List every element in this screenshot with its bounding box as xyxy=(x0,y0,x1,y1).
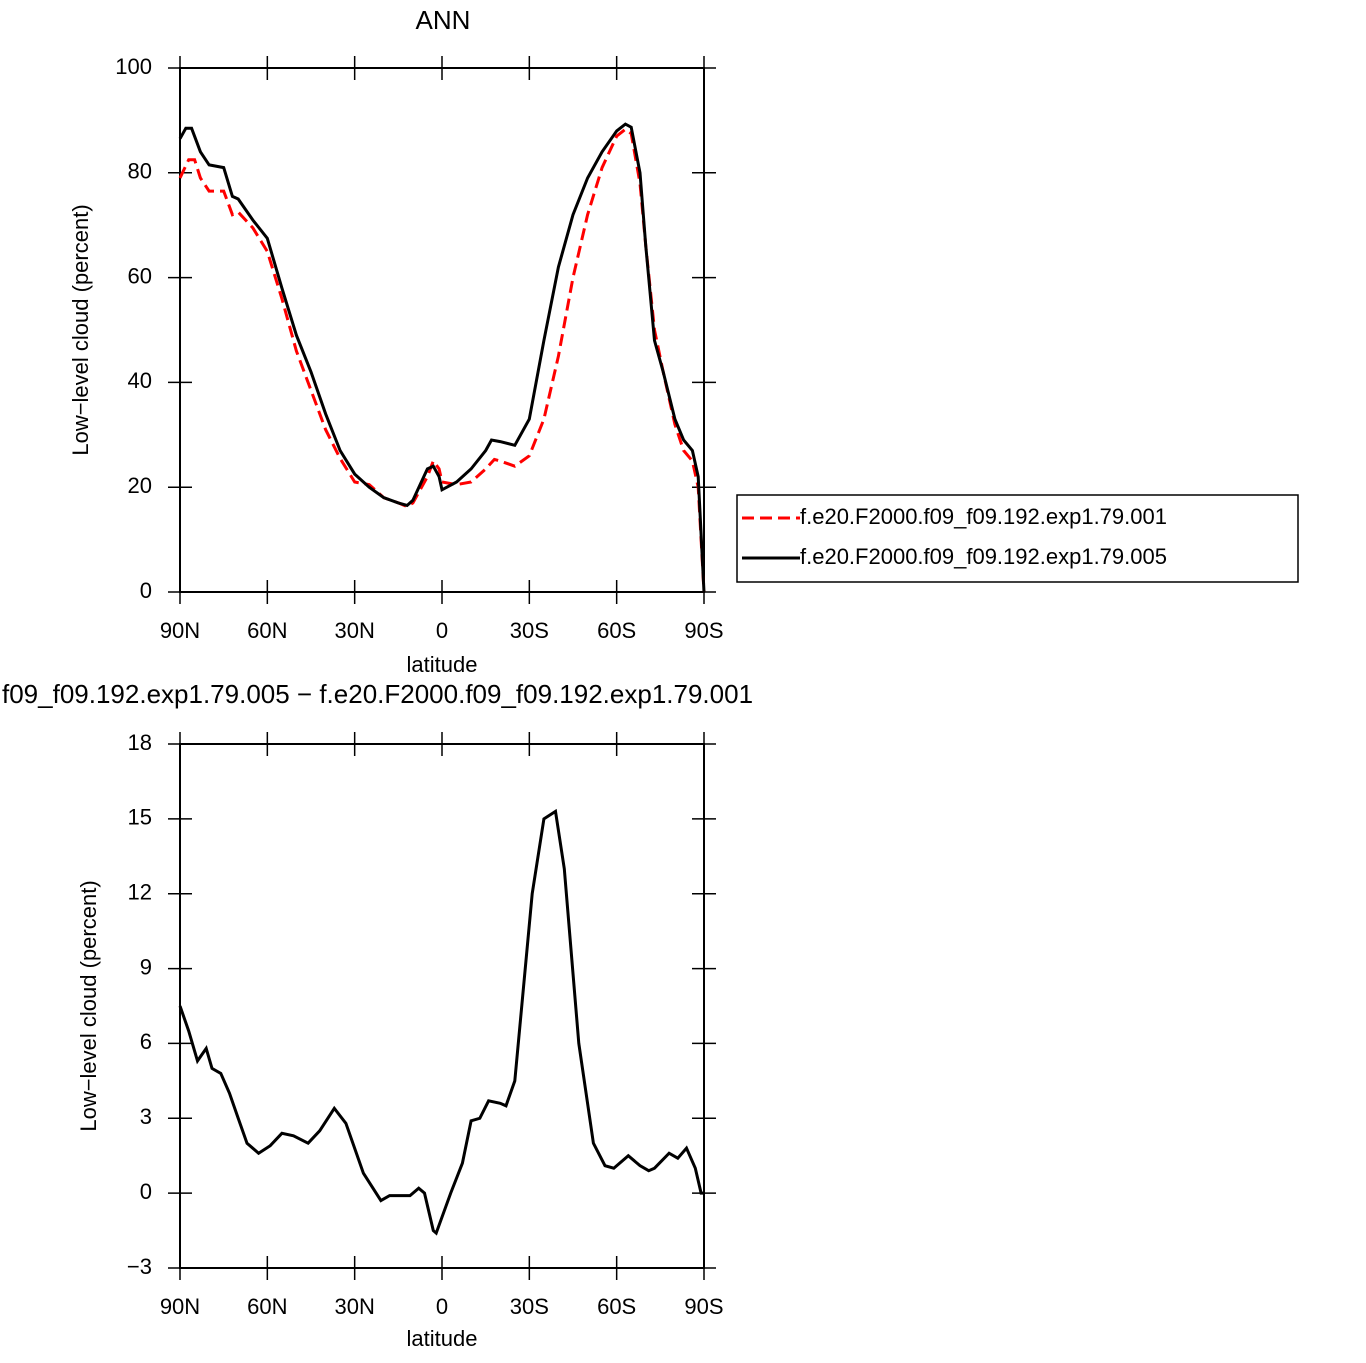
line-series xyxy=(178,808,704,1236)
chart-title: ANN xyxy=(416,5,471,35)
x-tick-label: 90N xyxy=(160,1294,200,1319)
x-tick-label: 0 xyxy=(436,1294,448,1319)
y-tick-label: −3 xyxy=(127,1254,152,1279)
x-tick-label: 30S xyxy=(510,618,549,643)
y-tick-label: 9 xyxy=(140,954,152,979)
x-tick-label: 60S xyxy=(597,1294,636,1319)
y-tick-label: 12 xyxy=(128,880,152,905)
y-tick-label: 60 xyxy=(128,263,152,288)
line-series xyxy=(178,127,706,593)
x-axis-label: latitude xyxy=(407,652,478,677)
y-axis-label: Low−level cloud (percent) xyxy=(76,880,101,1131)
x-tick-label: 90S xyxy=(684,618,723,643)
y-tick-label: 15 xyxy=(128,805,152,830)
line-series xyxy=(178,122,706,593)
legend-label: f.e20.F2000.f09_f09.192.exp1.79.005 xyxy=(800,544,1167,569)
x-tick-label: 30N xyxy=(334,618,374,643)
x-tick-label: 30S xyxy=(510,1294,549,1319)
y-tick-label: 20 xyxy=(128,473,152,498)
plot-frame xyxy=(179,743,705,1269)
y-tick-label: 80 xyxy=(128,159,152,184)
y-axis-label: Low−level cloud (percent) xyxy=(68,204,93,455)
x-tick-label: 60S xyxy=(597,618,636,643)
chart-title: f09_f09.192.exp1.79.005 − f.e20.F2000.f0… xyxy=(2,679,753,709)
plot-frame xyxy=(179,67,705,593)
y-tick-label: 40 xyxy=(128,368,152,393)
legend-label: f.e20.F2000.f09_f09.192.exp1.79.001 xyxy=(800,504,1167,529)
y-tick-label: 18 xyxy=(128,730,152,755)
y-tick-label: 0 xyxy=(140,578,152,603)
y-tick-label: 6 xyxy=(140,1029,152,1054)
x-tick-label: 90N xyxy=(160,618,200,643)
y-tick-label: 100 xyxy=(115,54,152,79)
x-tick-label: 60N xyxy=(247,1294,287,1319)
x-tick-label: 0 xyxy=(436,618,448,643)
x-tick-label: 30N xyxy=(334,1294,374,1319)
x-tick-label: 60N xyxy=(247,618,287,643)
y-tick-label: 0 xyxy=(140,1179,152,1204)
x-axis-label: latitude xyxy=(407,1326,478,1351)
x-tick-label: 90S xyxy=(684,1294,723,1319)
y-tick-label: 3 xyxy=(140,1104,152,1129)
legend-box xyxy=(736,494,1299,583)
